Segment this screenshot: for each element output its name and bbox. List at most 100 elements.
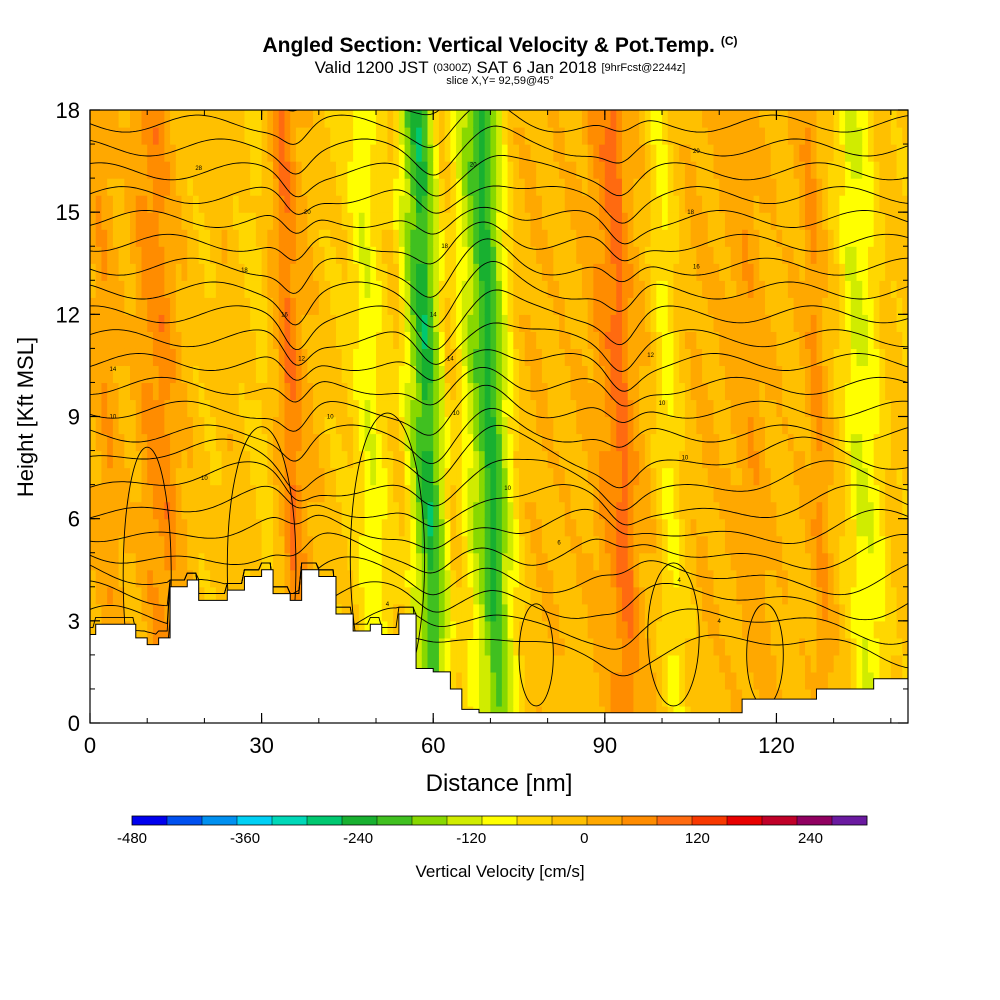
- velocity-cell: [833, 314, 840, 332]
- velocity-cell: [438, 501, 446, 520]
- velocity-cell: [467, 110, 474, 128]
- velocity-cell: [713, 212, 720, 230]
- velocity-cell: [444, 246, 451, 264]
- velocity-cell: [547, 603, 554, 622]
- velocity-cell: [233, 450, 240, 469]
- velocity-cell: [764, 263, 772, 281]
- velocity-cell: [313, 484, 320, 503]
- velocity-cell: [553, 416, 560, 435]
- velocity-cell: [478, 348, 486, 367]
- velocity-cell: [101, 518, 108, 537]
- velocity-cell: [501, 212, 509, 230]
- velocity-cell: [805, 110, 812, 128]
- velocity-cell: [273, 535, 280, 554]
- velocity-cell: [118, 586, 125, 605]
- velocity-cell: [421, 654, 429, 673]
- velocity-cell: [250, 263, 257, 281]
- velocity-cell: [822, 569, 829, 588]
- velocity-cell: [318, 501, 326, 520]
- velocity-cell: [662, 246, 669, 264]
- velocity-cell: [204, 518, 211, 537]
- velocity-cell: [604, 314, 612, 332]
- velocity-cell: [507, 144, 514, 162]
- velocity-cell: [650, 382, 657, 401]
- velocity-cell: [198, 450, 206, 469]
- velocity-cell: [376, 535, 383, 554]
- velocity-cell: [238, 246, 246, 264]
- velocity-cell: [684, 603, 692, 622]
- velocity-cell: [770, 263, 778, 281]
- velocity-cell: [541, 603, 549, 622]
- velocity-cell: [633, 654, 640, 673]
- velocity-cell: [576, 433, 583, 452]
- velocity-cell: [810, 416, 818, 435]
- velocity-cell: [633, 416, 640, 435]
- velocity-cell: [736, 416, 743, 435]
- velocity-cell: [724, 178, 732, 196]
- velocity-cell: [581, 518, 589, 537]
- velocity-cell: [376, 433, 383, 452]
- velocity-cell: [524, 399, 532, 418]
- velocity-cell: [782, 433, 789, 452]
- velocity-cell: [724, 654, 732, 673]
- velocity-cell: [816, 195, 823, 213]
- velocity-cell: [273, 280, 280, 298]
- velocity-cell: [107, 535, 114, 554]
- velocity-cell: [519, 212, 526, 230]
- velocity-cell: [364, 484, 371, 503]
- velocity-cell: [152, 501, 160, 520]
- velocity-cell: [444, 110, 451, 128]
- velocity-cell: [862, 671, 869, 690]
- velocity-cell: [507, 195, 514, 213]
- velocity-cell: [198, 518, 206, 537]
- velocity-cell: [433, 127, 440, 145]
- velocity-cell: [473, 382, 480, 401]
- velocity-cell: [370, 212, 377, 230]
- velocity-cell: [827, 229, 835, 247]
- velocity-cell: [879, 467, 886, 486]
- velocity-cell: [438, 314, 446, 332]
- velocity-cell: [450, 467, 457, 486]
- velocity-cell: [513, 348, 520, 367]
- velocity-cell: [610, 110, 617, 128]
- velocity-cell: [805, 212, 812, 230]
- velocity-cell: [141, 518, 148, 537]
- velocity-cell: [536, 416, 543, 435]
- velocity-cell: [662, 127, 669, 145]
- velocity-cell: [238, 552, 246, 571]
- velocity-cell: [187, 399, 194, 418]
- velocity-cell: [616, 144, 623, 162]
- velocity-cell: [301, 280, 308, 298]
- velocity-cell: [307, 450, 314, 469]
- velocity-cell: [204, 535, 211, 554]
- velocity-cell: [656, 127, 663, 145]
- velocity-cell: [736, 484, 743, 503]
- velocity-cell: [581, 637, 589, 656]
- velocity-cell: [484, 195, 492, 213]
- velocity-cell: [764, 654, 772, 673]
- velocity-cell: [233, 569, 240, 588]
- velocity-cell: [684, 297, 692, 315]
- velocity-cell: [776, 688, 783, 707]
- velocity-cell: [627, 620, 635, 639]
- velocity-cell: [152, 297, 160, 315]
- velocity-cell: [456, 365, 463, 384]
- velocity-cell: [490, 212, 497, 230]
- velocity-cell: [221, 314, 228, 332]
- velocity-cell: [827, 382, 835, 401]
- velocity-cell: [278, 246, 286, 264]
- velocity-cell: [827, 654, 835, 673]
- velocity-cell: [444, 603, 451, 622]
- velocity-cell: [776, 127, 783, 145]
- velocity-cell: [152, 586, 160, 605]
- velocity-cell: [295, 178, 303, 196]
- velocity-cell: [662, 688, 669, 707]
- velocity-cell: [850, 178, 858, 196]
- velocity-cell: [433, 365, 440, 384]
- velocity-cell: [684, 467, 692, 486]
- velocity-cell: [810, 688, 818, 707]
- velocity-cell: [175, 569, 183, 588]
- velocity-cell: [353, 178, 360, 196]
- velocity-cell: [690, 382, 697, 401]
- velocity-cell: [519, 569, 526, 588]
